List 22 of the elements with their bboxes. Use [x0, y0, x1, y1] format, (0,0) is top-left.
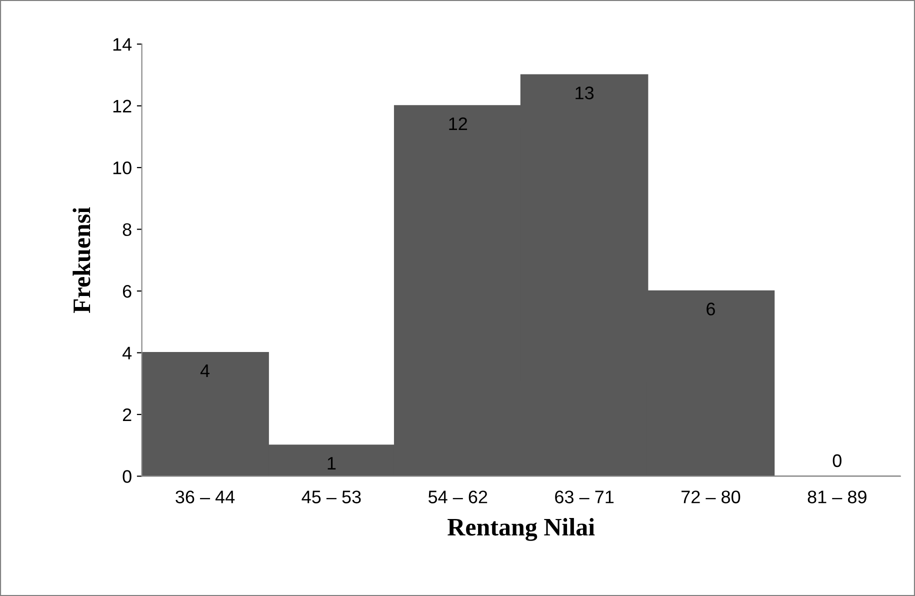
x-tick-label: 54 – 62 [428, 490, 488, 504]
y-tick-label: 12 [113, 100, 132, 112]
x-tick-label: 36 – 44 [176, 490, 235, 504]
x-tick-label: 45 – 53 [302, 490, 361, 504]
y-axis-title: Frekuensi [72, 207, 90, 313]
y-tick-label: 0 [122, 470, 132, 483]
x-axis-title: Rentang Nilai [448, 518, 595, 541]
data-label: 12 [449, 117, 468, 130]
y-tick-label: 10 [113, 161, 132, 174]
y-tick-label: 14 [113, 38, 132, 51]
y-tick-label: 8 [122, 223, 132, 236]
data-label: 1 [328, 457, 336, 470]
x-tick-label: 63 – 71 [555, 490, 614, 504]
y-tick-label: 6 [122, 284, 132, 298]
data-label: 13 [576, 86, 594, 100]
y-tick-label: 2 [122, 408, 132, 422]
data-label: 6 [706, 302, 715, 316]
x-tick-label: 81 – 89 [808, 490, 866, 504]
x-tick-label: 72 – 80 [682, 490, 740, 504]
data-label: 0 [832, 454, 842, 468]
y-tick-label: 4 [122, 346, 132, 360]
data-label: 4 [200, 364, 210, 377]
